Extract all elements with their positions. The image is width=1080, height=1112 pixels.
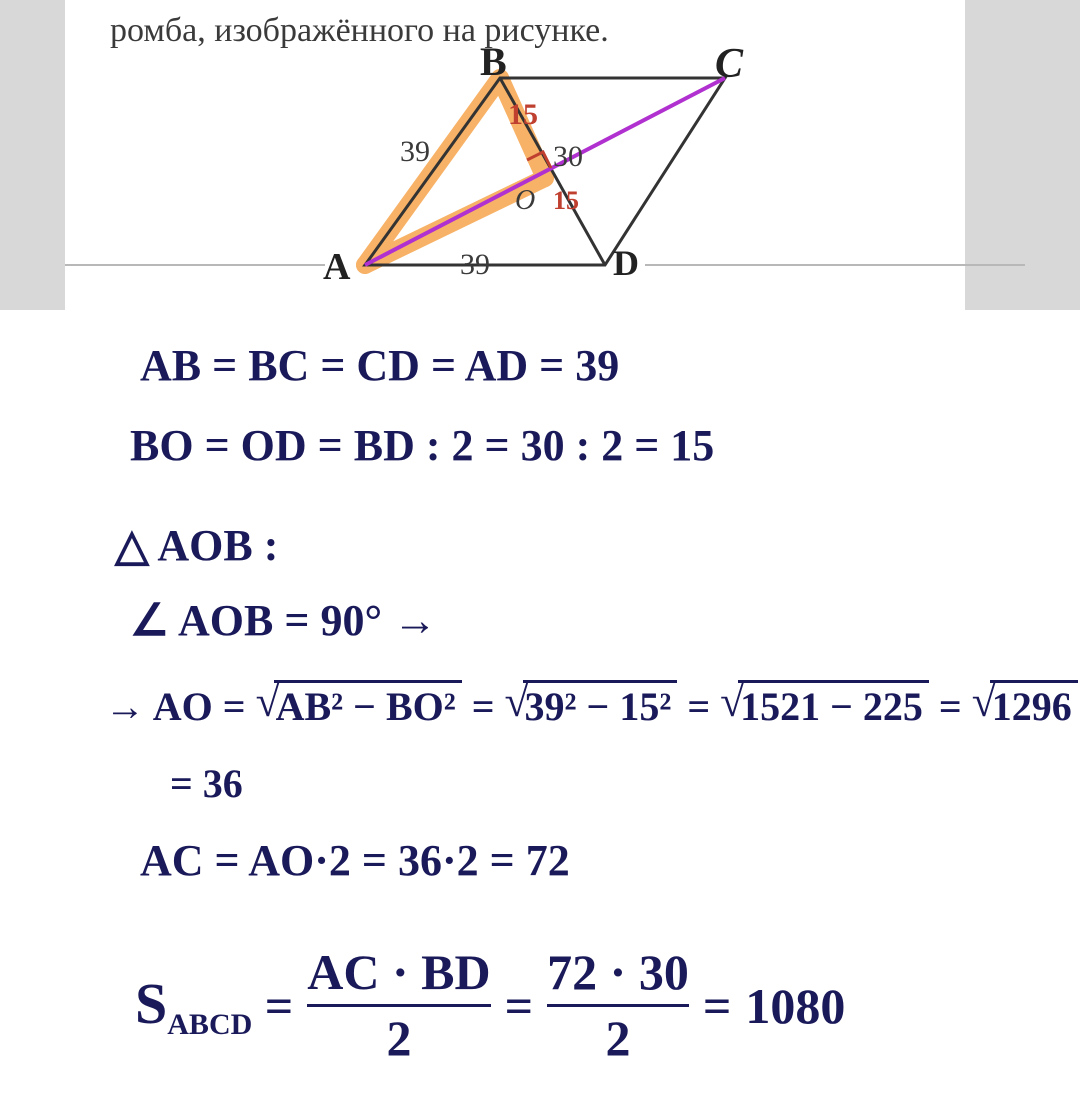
line-5: → AO = AB² − BO² = 39² − 15² = 1521 − 22… — [105, 680, 1080, 730]
l5-root3: 1521 − 225 — [720, 680, 929, 730]
label-B: B — [480, 38, 507, 85]
l7-sub: ABCD — [167, 1008, 252, 1041]
label-C: C — [715, 40, 743, 88]
label-A: A — [323, 245, 350, 289]
side-AB-label: 39 — [400, 135, 430, 169]
line-6: AC = AO·2 = 36·2 = 72 — [140, 835, 570, 886]
rhombus-svg — [65, 0, 1025, 310]
l7-eq3: = — [703, 977, 732, 1035]
anno-OD: 15 — [553, 186, 579, 216]
line-4: ∠ AOB = 90° → — [130, 595, 437, 646]
label-D: D — [613, 242, 639, 284]
l7-eq2: = — [505, 977, 534, 1035]
diag-BD-label: 30 — [553, 140, 583, 174]
l5-eq1: = — [472, 684, 505, 729]
l5-eq2: = — [687, 684, 720, 729]
anno-BO: 15 — [508, 98, 538, 132]
l7-frac2: 72 · 30 2 — [547, 945, 689, 1066]
side-AD-label: 39 — [460, 248, 490, 282]
l7-eq1: = — [265, 978, 294, 1034]
l5-eq3: = — [939, 684, 972, 729]
line-5b: = 36 — [170, 760, 243, 807]
line-2: BO = OD = BD : 2 = 30 : 2 = 15 — [130, 420, 714, 471]
line-1: AB = BC = CD = AD = 39 — [140, 340, 619, 391]
l5-root4: 1296 — [972, 680, 1078, 730]
label-O: O — [515, 185, 535, 217]
l7-result: 1080 — [745, 977, 845, 1035]
left-gray-band — [0, 0, 65, 310]
line-7: SABCD = AC · BD 2 = 72 · 30 2 = 1080 — [135, 945, 845, 1066]
l5-prefix: → AO = — [105, 684, 246, 729]
l5-root1: AB² − BO² — [256, 680, 462, 730]
l5-root2: 39² − 15² — [505, 680, 678, 730]
l7-S: S — [135, 971, 167, 1036]
rhombus-diagram: A B C D O 39 39 30 15 15 — [65, 0, 1025, 310]
line-3: △ AOB : — [115, 520, 278, 571]
l7-frac1: AC · BD 2 — [307, 945, 490, 1066]
